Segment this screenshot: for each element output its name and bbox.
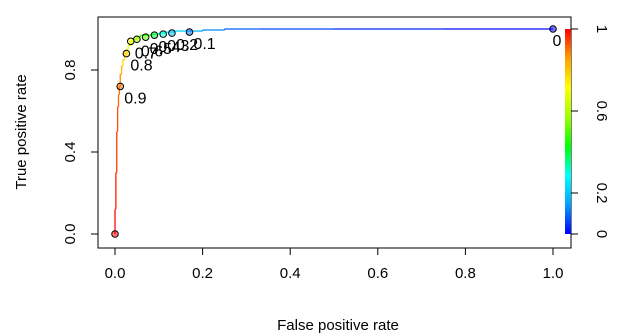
cutoff-label: 0.4 <box>158 39 180 56</box>
colorbar-tick-label: 0.2 <box>593 183 610 204</box>
cutoff-points <box>111 25 557 238</box>
cutoff-label: 0.6 <box>141 43 163 60</box>
cutoff-point <box>116 82 125 91</box>
cutoff-point <box>122 49 131 58</box>
x-axis: 0.0 0.2 0.4 0.6 0.8 1.0 <box>105 247 564 282</box>
cutoff-point <box>150 31 159 39</box>
roc-curve <box>114 28 553 234</box>
cutoff-label: 0.7 <box>135 45 157 62</box>
cutoff-label: 0.2 <box>176 37 198 54</box>
cutoff-point <box>185 28 194 36</box>
cutoff-point <box>141 33 150 42</box>
y-axis: 0.0 0.4 0.8 <box>62 60 99 245</box>
colorbar-gradient <box>565 29 571 234</box>
cutoff-label: 0.9 <box>124 90 146 107</box>
colorbar-tick-label: 1 <box>593 25 610 33</box>
y-tick-label: 0.8 <box>62 60 79 81</box>
x-tick-label: 0.4 <box>280 265 301 282</box>
cutoff-point <box>126 37 135 46</box>
cutoff-point <box>168 29 176 37</box>
cutoff-point <box>111 230 119 238</box>
cutoff-label: 0.1 <box>193 36 215 53</box>
cutoff-labels: 0.9 0.80.70.60.50.40.30.20.1 0 <box>124 33 561 107</box>
x-tick-label: 0.8 <box>455 265 476 282</box>
colorbar: 0 0.2 0.6 1 <box>565 25 610 238</box>
y-tick-label: 0.0 <box>62 224 79 245</box>
y-tick-label: 0.4 <box>62 142 79 163</box>
y-axis-title: True positive rate <box>13 74 30 189</box>
x-tick-label: 0.0 <box>105 265 126 282</box>
cutoff-point <box>549 25 557 33</box>
colorbar-tick-label: 0.6 <box>593 101 610 122</box>
cutoff-label: 0 <box>553 33 562 50</box>
cutoff-label: 0.8 <box>130 58 152 75</box>
cutoff-point <box>133 35 141 44</box>
x-tick-label: 1.0 <box>543 265 564 282</box>
cutoff-point <box>159 30 167 38</box>
cutoff-label: 0.5 <box>150 41 172 58</box>
x-axis-title: False positive rate <box>277 317 399 334</box>
colorbar-tick-label: 0 <box>593 230 610 238</box>
x-tick-label: 0.2 <box>192 265 213 282</box>
x-tick-label: 0.6 <box>367 265 388 282</box>
cutoff-label: 0.3 <box>167 38 189 55</box>
